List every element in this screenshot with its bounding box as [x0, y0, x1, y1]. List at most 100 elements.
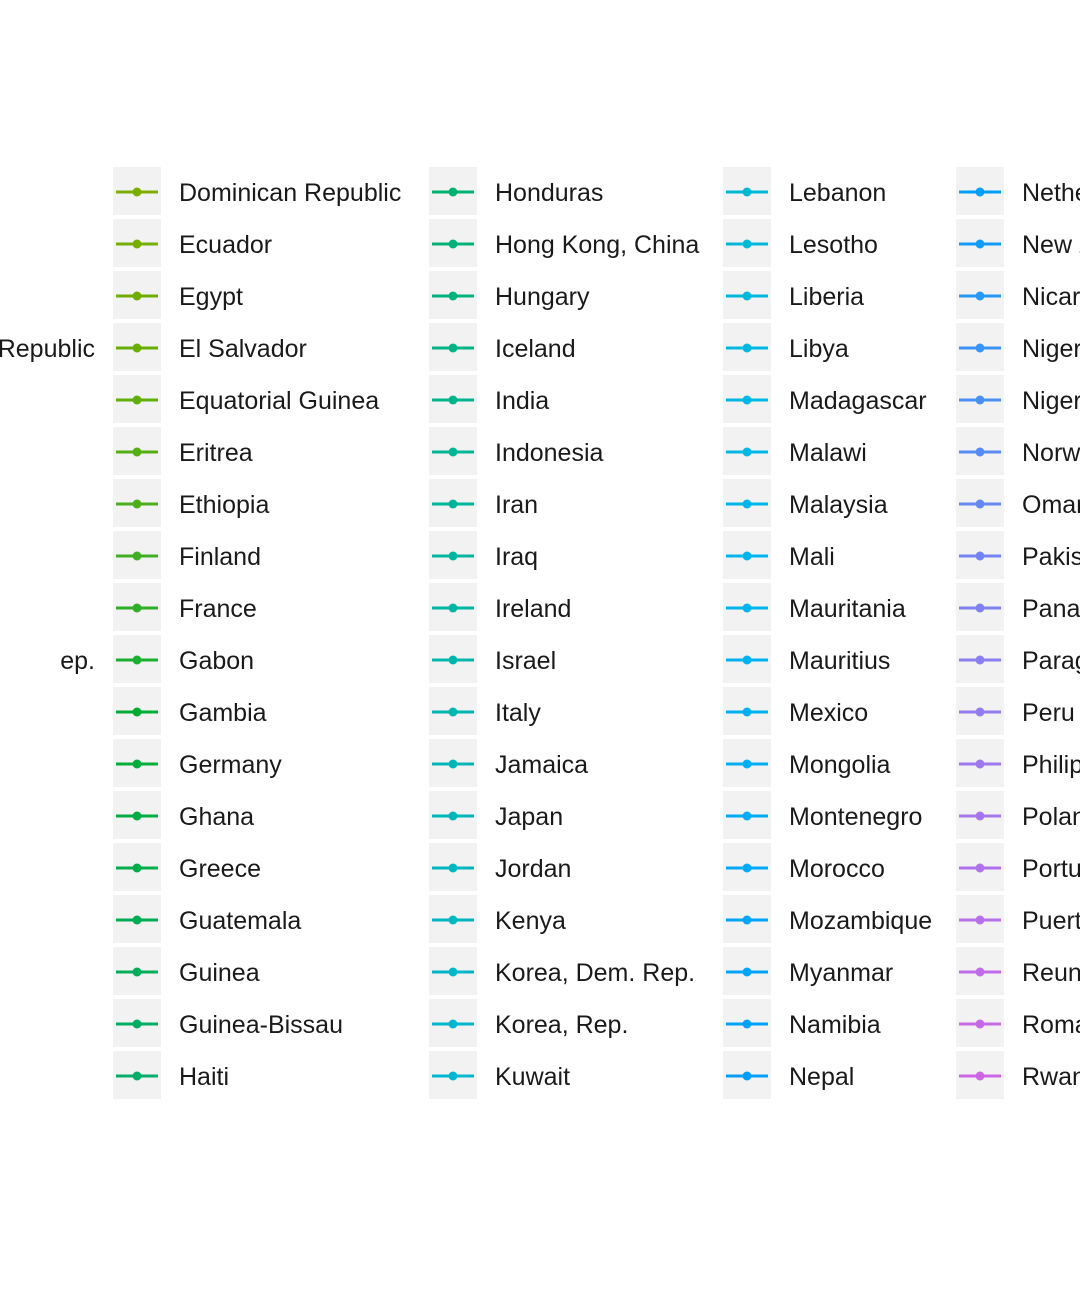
- legend-key-point: [132, 447, 142, 457]
- legend-key-point: [448, 655, 458, 665]
- legend-label: Hungary: [495, 283, 590, 311]
- legend-key-point: [448, 603, 458, 613]
- legend-label: Honduras: [495, 179, 604, 207]
- legend-key-point: [448, 863, 458, 873]
- legend-key-point: [448, 499, 458, 509]
- legend-key-glyph: [959, 655, 1001, 665]
- legend-key-glyph: [432, 187, 474, 197]
- legend-key-glyph: [726, 291, 768, 301]
- legend-key: [429, 635, 477, 683]
- legend-key-glyph: [116, 811, 158, 821]
- legend-key-point: [975, 603, 985, 613]
- legend-label-partial: Republic: [0, 335, 95, 363]
- legend-key: [429, 323, 477, 371]
- legend-label: Iraq: [495, 543, 539, 571]
- legend-key-point: [975, 655, 985, 665]
- legend-label: Puerto Rico: [1022, 907, 1080, 935]
- legend-key-glyph: [116, 1019, 158, 1029]
- legend-label: Nigeria: [1022, 387, 1080, 415]
- legend-key-point: [448, 447, 458, 457]
- legend-label: Germany: [179, 751, 282, 779]
- legend-key-glyph: [959, 603, 1001, 613]
- legend-key: [956, 323, 1004, 371]
- legend-key-point: [975, 863, 985, 873]
- legend-key-glyph: [432, 863, 474, 873]
- legend-key-point: [975, 239, 985, 249]
- legend-label: Ireland: [495, 595, 572, 623]
- legend-key-glyph: [726, 655, 768, 665]
- legend-key-glyph: [726, 1019, 768, 1029]
- legend-key-point: [132, 655, 142, 665]
- legend-label: Jordan: [495, 855, 572, 883]
- legend-key-glyph: [726, 499, 768, 509]
- legend-key-point: [742, 395, 752, 405]
- legend-label: Egypt: [179, 283, 243, 311]
- legend-key-glyph: [959, 187, 1001, 197]
- legend-key-point: [448, 1019, 458, 1029]
- legend-key-glyph: [726, 343, 768, 353]
- legend-key: [723, 999, 771, 1047]
- legend-key: [429, 271, 477, 319]
- legend-key-point: [132, 811, 142, 821]
- legend-key: [429, 479, 477, 527]
- legend-label: Greece: [179, 855, 261, 883]
- legend-key-glyph: [116, 967, 158, 977]
- legend-key-point: [975, 343, 985, 353]
- legend-key-glyph: [726, 759, 768, 769]
- legend-label: Namibia: [789, 1011, 881, 1039]
- legend-key-glyph: [959, 343, 1001, 353]
- legend-key: [723, 583, 771, 631]
- legend-key: [956, 427, 1004, 475]
- legend-key-point: [742, 655, 752, 665]
- legend-key: [429, 739, 477, 787]
- legend-key: [956, 219, 1004, 267]
- legend-label: Iceland: [495, 335, 576, 363]
- legend-label: Niger: [1022, 335, 1080, 363]
- legend-key-point: [132, 499, 142, 509]
- legend-key: [429, 895, 477, 943]
- legend-key-glyph: [726, 551, 768, 561]
- legend-label: France: [179, 595, 257, 623]
- legend-key-glyph: [116, 707, 158, 717]
- legend-key: [113, 479, 161, 527]
- legend-label: Reunion: [1022, 959, 1080, 987]
- legend-label: Jamaica: [495, 751, 589, 779]
- legend-key-glyph: [726, 239, 768, 249]
- legend-key: [723, 791, 771, 839]
- legend-key: [429, 791, 477, 839]
- legend-label: Hong Kong, China: [495, 231, 700, 259]
- legend-key: [429, 427, 477, 475]
- legend-key-point: [742, 343, 752, 353]
- legend-label: Finland: [179, 543, 261, 571]
- legend-key-glyph: [959, 1071, 1001, 1081]
- legend-label: Mozambique: [789, 907, 933, 935]
- legend-key-point: [975, 551, 985, 561]
- legend-label: Malaysia: [789, 491, 888, 519]
- legend-key-glyph: [959, 811, 1001, 821]
- legend-key-point: [132, 239, 142, 249]
- legend-key: [429, 999, 477, 1047]
- legend-key-glyph: [726, 967, 768, 977]
- legend-key-point: [448, 707, 458, 717]
- legend-key-glyph: [116, 551, 158, 561]
- legend-label: Ethiopia: [179, 491, 270, 519]
- legend-key-point: [975, 759, 985, 769]
- legend-key-point: [975, 447, 985, 457]
- legend-key-glyph: [116, 343, 158, 353]
- legend-label: Montenegro: [789, 803, 923, 831]
- legend-key: [113, 531, 161, 579]
- legend-key: [723, 687, 771, 735]
- legend-key-glyph: [726, 395, 768, 405]
- legend-key-point: [975, 291, 985, 301]
- legend-key: [429, 1051, 477, 1099]
- legend-key-point: [975, 395, 985, 405]
- legend-label: Malawi: [789, 439, 867, 467]
- legend-label: Norway: [1022, 439, 1080, 467]
- legend-label: Italy: [495, 699, 541, 727]
- legend-key-point: [742, 1071, 752, 1081]
- legend-key-point: [448, 343, 458, 353]
- legend-label: Lebanon: [789, 179, 887, 207]
- legend-label: Madagascar: [789, 387, 927, 415]
- legend-key-point: [742, 1019, 752, 1029]
- legend-key-glyph: [959, 291, 1001, 301]
